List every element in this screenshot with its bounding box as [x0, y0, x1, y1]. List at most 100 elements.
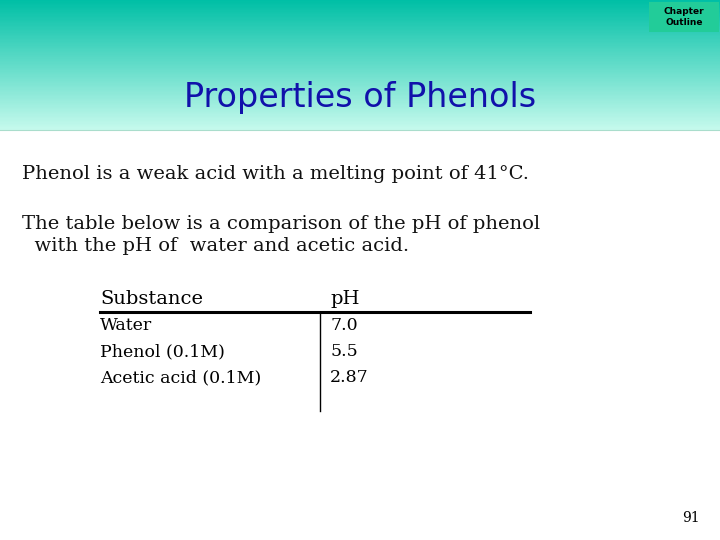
- Polygon shape: [0, 30, 720, 31]
- Text: 2.87: 2.87: [330, 369, 369, 386]
- Polygon shape: [0, 22, 720, 23]
- Polygon shape: [0, 68, 720, 69]
- Polygon shape: [0, 96, 720, 98]
- Polygon shape: [0, 36, 720, 38]
- Polygon shape: [0, 129, 720, 130]
- Polygon shape: [0, 93, 720, 95]
- Text: Acetic acid (0.1M): Acetic acid (0.1M): [100, 369, 261, 386]
- Polygon shape: [0, 48, 720, 49]
- Text: Water: Water: [100, 317, 152, 334]
- FancyBboxPatch shape: [649, 2, 719, 32]
- Polygon shape: [0, 73, 720, 74]
- Polygon shape: [0, 26, 720, 28]
- Text: 91: 91: [683, 511, 700, 525]
- Polygon shape: [0, 57, 720, 58]
- Polygon shape: [0, 74, 720, 76]
- Polygon shape: [0, 55, 720, 56]
- Polygon shape: [0, 127, 720, 129]
- Polygon shape: [0, 44, 720, 45]
- Polygon shape: [0, 106, 720, 108]
- Polygon shape: [0, 86, 720, 87]
- Text: Properties of Phenols: Properties of Phenols: [184, 82, 536, 114]
- Polygon shape: [0, 35, 720, 36]
- Polygon shape: [0, 16, 720, 17]
- Polygon shape: [0, 122, 720, 124]
- Polygon shape: [0, 0, 720, 1]
- Polygon shape: [0, 79, 720, 80]
- Polygon shape: [0, 40, 720, 42]
- Polygon shape: [0, 119, 720, 121]
- Polygon shape: [0, 28, 720, 29]
- Polygon shape: [0, 109, 720, 111]
- Polygon shape: [0, 14, 720, 16]
- Polygon shape: [0, 6, 720, 8]
- Polygon shape: [0, 12, 720, 13]
- Polygon shape: [0, 25, 720, 26]
- Polygon shape: [0, 118, 720, 119]
- Polygon shape: [0, 42, 720, 43]
- Polygon shape: [0, 8, 720, 9]
- Polygon shape: [0, 125, 720, 126]
- Polygon shape: [0, 19, 720, 21]
- Polygon shape: [0, 23, 720, 25]
- Polygon shape: [0, 124, 720, 125]
- Text: Substance: Substance: [100, 290, 203, 308]
- Polygon shape: [0, 52, 720, 53]
- Polygon shape: [0, 70, 720, 71]
- Polygon shape: [0, 112, 720, 113]
- Polygon shape: [0, 78, 720, 79]
- Polygon shape: [0, 66, 720, 68]
- Polygon shape: [0, 102, 720, 103]
- Polygon shape: [0, 91, 720, 92]
- Polygon shape: [0, 4, 720, 5]
- Polygon shape: [0, 99, 720, 100]
- Text: The table below is a comparison of the pH of phenol: The table below is a comparison of the p…: [22, 215, 540, 233]
- Polygon shape: [0, 95, 720, 96]
- Text: Chapter
Outline: Chapter Outline: [664, 7, 704, 27]
- Polygon shape: [0, 34, 720, 35]
- Polygon shape: [0, 114, 720, 116]
- Polygon shape: [0, 5, 720, 6]
- Text: 5.5: 5.5: [330, 343, 358, 360]
- Polygon shape: [0, 64, 720, 65]
- Polygon shape: [0, 117, 720, 118]
- Polygon shape: [0, 18, 720, 19]
- Polygon shape: [0, 56, 720, 57]
- Text: with the pH of  water and acetic acid.: with the pH of water and acetic acid.: [22, 237, 409, 255]
- Text: 7.0: 7.0: [330, 317, 358, 334]
- Text: Phenol is a weak acid with a melting point of 41°C.: Phenol is a weak acid with a melting poi…: [22, 165, 529, 183]
- Polygon shape: [0, 9, 720, 10]
- Polygon shape: [0, 116, 720, 117]
- Polygon shape: [0, 83, 720, 84]
- Polygon shape: [0, 53, 720, 55]
- Polygon shape: [0, 113, 720, 114]
- Polygon shape: [0, 121, 720, 122]
- Polygon shape: [0, 47, 720, 48]
- Polygon shape: [0, 71, 720, 73]
- Polygon shape: [0, 90, 720, 91]
- Polygon shape: [0, 61, 720, 63]
- Polygon shape: [0, 38, 720, 39]
- Polygon shape: [0, 58, 720, 60]
- Polygon shape: [0, 51, 720, 52]
- Polygon shape: [0, 10, 720, 12]
- Polygon shape: [0, 92, 720, 93]
- Polygon shape: [0, 100, 720, 102]
- Polygon shape: [0, 69, 720, 70]
- Polygon shape: [0, 130, 720, 540]
- Polygon shape: [0, 60, 720, 61]
- Text: Phenol (0.1M): Phenol (0.1M): [100, 343, 225, 360]
- Polygon shape: [0, 45, 720, 47]
- Polygon shape: [0, 76, 720, 77]
- Polygon shape: [0, 39, 720, 40]
- Polygon shape: [0, 1, 720, 3]
- Polygon shape: [0, 105, 720, 106]
- Polygon shape: [0, 17, 720, 18]
- Polygon shape: [0, 98, 720, 99]
- Polygon shape: [0, 84, 720, 86]
- Polygon shape: [0, 3, 720, 4]
- Polygon shape: [0, 89, 720, 90]
- Polygon shape: [0, 80, 720, 82]
- Polygon shape: [0, 65, 720, 66]
- Polygon shape: [0, 87, 720, 89]
